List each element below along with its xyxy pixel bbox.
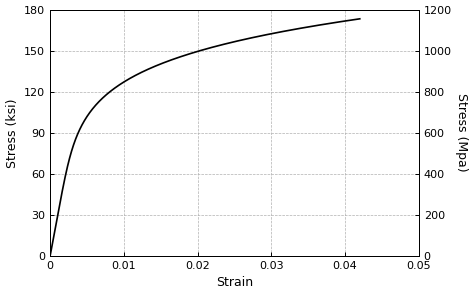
- X-axis label: Strain: Strain: [216, 276, 253, 289]
- Y-axis label: Stress (ksi): Stress (ksi): [6, 98, 18, 168]
- Y-axis label: Stress (Mpa): Stress (Mpa): [456, 94, 468, 172]
